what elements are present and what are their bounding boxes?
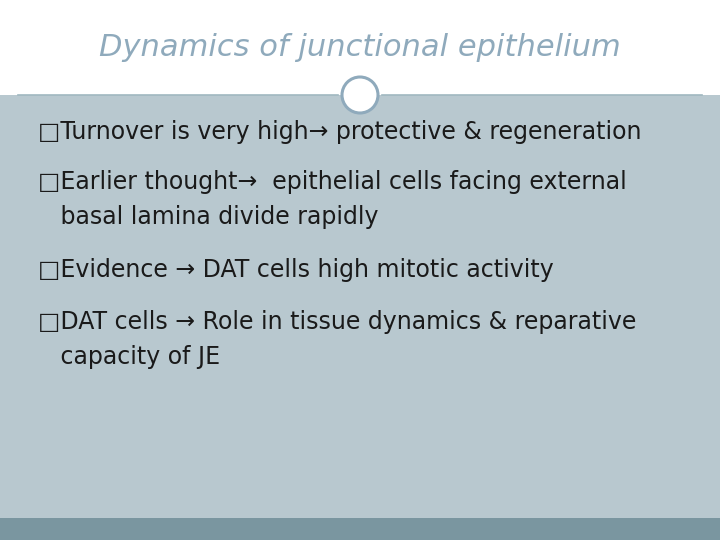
FancyBboxPatch shape bbox=[0, 0, 720, 95]
FancyBboxPatch shape bbox=[0, 518, 720, 540]
Text: basal lamina divide rapidly: basal lamina divide rapidly bbox=[38, 205, 379, 229]
Text: □DAT cells → Role in tissue dynamics & reparative: □DAT cells → Role in tissue dynamics & r… bbox=[38, 310, 636, 334]
Text: capacity of JE: capacity of JE bbox=[38, 345, 220, 369]
Text: Dynamics of junctional epithelium: Dynamics of junctional epithelium bbox=[99, 33, 621, 62]
Text: □Earlier thought→  epithelial cells facing external: □Earlier thought→ epithelial cells facin… bbox=[38, 170, 626, 194]
Circle shape bbox=[342, 77, 378, 113]
FancyBboxPatch shape bbox=[0, 95, 720, 518]
Text: □Evidence → DAT cells high mitotic activity: □Evidence → DAT cells high mitotic activ… bbox=[38, 258, 554, 282]
Text: □Turnover is very high→ protective & regeneration: □Turnover is very high→ protective & reg… bbox=[38, 120, 642, 144]
